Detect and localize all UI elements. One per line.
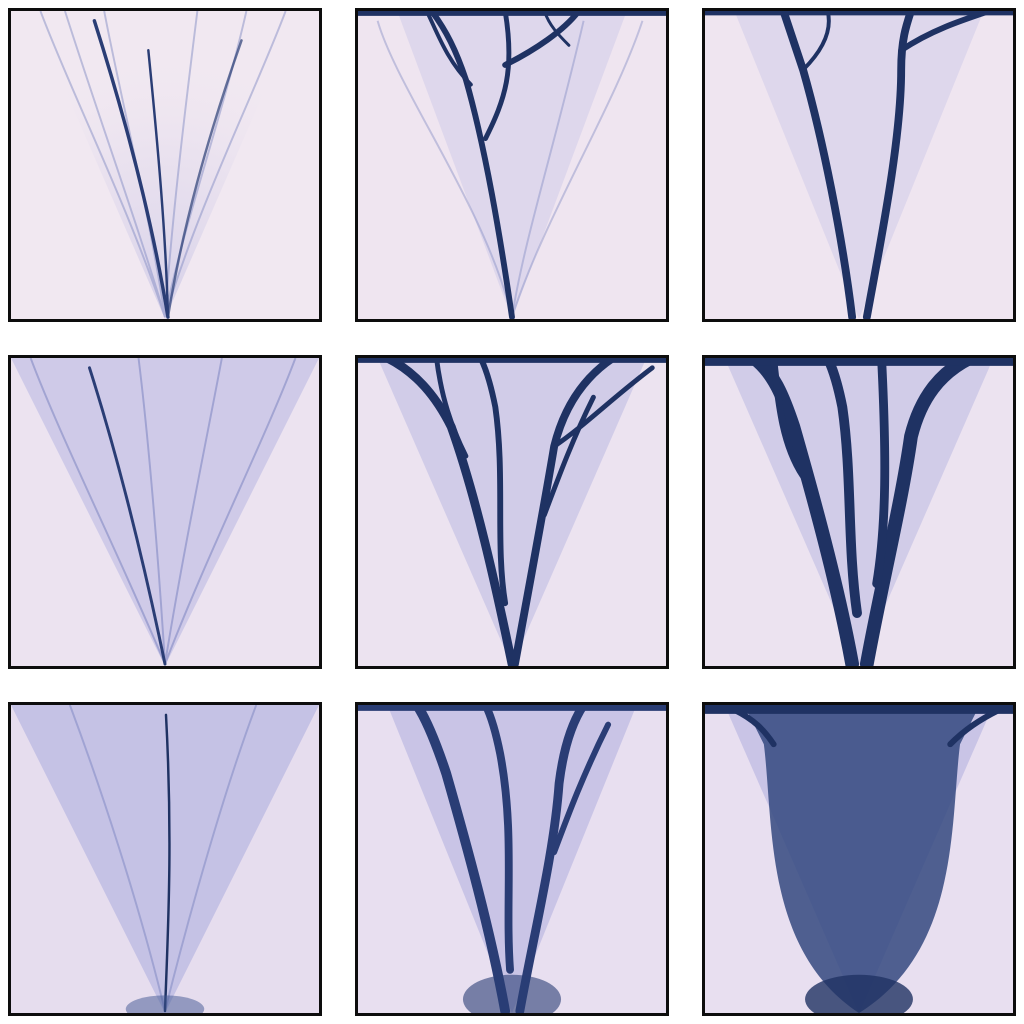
panel-r1c2: [355, 8, 669, 322]
panel-r3c2: [355, 702, 669, 1016]
panel-r3c3: [702, 702, 1016, 1016]
panel-r1c3-image: [705, 11, 1013, 319]
panel-r3c2-image: [358, 705, 666, 1013]
panel-r2c3: [702, 355, 1016, 669]
panel-r1c3: [702, 8, 1016, 322]
panel-r2c3-image: [705, 358, 1013, 666]
panel-r2c2: [355, 355, 669, 669]
panel-r2c2-image: [358, 358, 666, 666]
panel-r2c1-image: [11, 358, 319, 666]
panel-r3c1: [8, 702, 322, 1016]
panel-r1c2-image: [358, 11, 666, 319]
panel-r3c1-image: [11, 705, 319, 1013]
panel-r3c3-image: [705, 705, 1013, 1013]
panel-r1c1: [8, 8, 322, 322]
panel-r1c1-image: [11, 11, 319, 319]
panel-r2c1: [8, 355, 322, 669]
